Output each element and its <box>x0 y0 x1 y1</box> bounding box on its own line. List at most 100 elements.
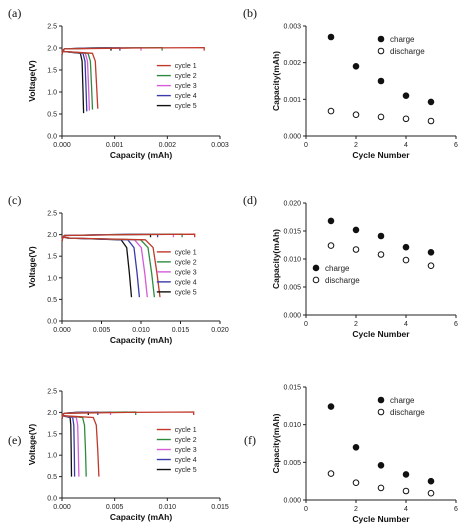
y-tick-label: 0.000 <box>283 313 301 320</box>
charge-point <box>402 92 410 99</box>
legend-label: charge <box>390 35 415 44</box>
y-tick-label: 0.0 <box>47 496 57 503</box>
x-tick-label: 0.000 <box>53 327 71 334</box>
legend-label: cycle 4 <box>175 279 197 286</box>
discharge-curve <box>61 414 73 477</box>
y-tick-label: 0.5 <box>47 112 57 119</box>
discharge-point <box>327 107 335 115</box>
charge-point <box>427 477 435 485</box>
y-axis-title: Capacity(mAh) <box>271 413 281 473</box>
legend-marker <box>377 396 385 404</box>
x-axis-title: Capacity (mAh) <box>110 512 173 522</box>
y-tick-label: 1.5 <box>47 68 57 75</box>
x-tick-label: 0.001 <box>106 142 124 149</box>
y-tick-label: 0.001 <box>283 97 301 104</box>
y-tick-label: 0.005 <box>283 285 301 292</box>
legend-label: charge <box>390 396 415 405</box>
legend-label: cycle 3 <box>175 83 197 90</box>
y-tick-label: 0.000 <box>283 134 301 141</box>
panel-label: (a) <box>8 6 21 20</box>
x-tick-label: 0.003 <box>211 142 229 149</box>
panel-a: 0.0 0.5 1.0 1.5 2.0 2.5 0.000 0.001 0.002 0.003 Ca… <box>8 6 229 160</box>
panel-label: (b) <box>243 6 257 20</box>
x-tick-label: 0.000 <box>53 504 71 511</box>
x-tick-label: 4 <box>404 321 408 328</box>
discharge-curve <box>61 236 161 298</box>
y-tick-label: 0.5 <box>47 297 57 304</box>
charge-point <box>377 232 385 240</box>
y-axis-title: Voltage(V) <box>27 246 37 288</box>
discharge-point <box>352 111 360 118</box>
discharge-point <box>402 487 410 495</box>
charge-point <box>377 462 385 469</box>
legend-marker <box>312 276 320 284</box>
y-tick-label: 0.002 <box>283 60 301 67</box>
x-tick-label: 0.000 <box>53 142 71 149</box>
charge-point <box>327 403 335 410</box>
panel-f: 0.000 0.005 0.010 0.015 0 2 4 6 Cycle Number Capa… <box>244 385 458 525</box>
discharge-point <box>427 262 435 270</box>
panel-c: 0.0 0.5 1.0 1.5 2.0 2.5 0.000 0.005 0.010 0.015 0.… <box>8 193 229 345</box>
y-tick-label: 0.015 <box>283 385 301 392</box>
discharge-point <box>377 251 385 258</box>
y-tick-label: 1.0 <box>47 275 57 282</box>
x-tick-label: 6 <box>454 142 458 149</box>
charge-point <box>427 249 435 256</box>
x-tick-label: 6 <box>454 506 458 513</box>
y-tick-label: 0.0 <box>47 319 57 326</box>
x-tick-label: 0.015 <box>211 504 229 511</box>
x-tick-label: 0.010 <box>132 327 150 334</box>
legend-label: cycle 2 <box>175 259 197 266</box>
discharge-point <box>377 484 385 492</box>
discharge-point <box>377 113 385 121</box>
legend-marker <box>312 264 320 272</box>
x-tick-label: 2 <box>354 506 358 513</box>
discharge-curve <box>61 236 133 298</box>
y-tick-label: 0.5 <box>47 474 57 481</box>
legend-label: discharge <box>325 276 360 285</box>
legend-label: cycle 4 <box>175 93 197 100</box>
legend-label: cycle 1 <box>175 249 197 256</box>
x-tick-label: 0 <box>304 142 308 149</box>
discharge-curve <box>61 49 85 114</box>
discharge-point <box>352 479 360 487</box>
y-axis-title: Voltage(V) <box>27 424 37 466</box>
y-tick-label: 2.5 <box>47 24 57 31</box>
x-tick-label: 4 <box>404 506 408 513</box>
legend-marker <box>377 47 385 55</box>
panel-label: (c) <box>8 193 21 207</box>
charge-point <box>352 444 360 451</box>
y-tick-label: 2.0 <box>47 232 57 239</box>
x-tick-label: 0.005 <box>106 504 124 511</box>
charge-point <box>352 63 360 70</box>
x-tick-label: 2 <box>354 321 358 328</box>
discharge-curve <box>61 414 76 477</box>
y-tick-label: 0.010 <box>283 257 301 264</box>
discharge-curve <box>61 236 148 298</box>
y-tick-label: 2.5 <box>47 389 57 396</box>
x-tick-label: 2 <box>354 142 358 149</box>
legend-label: cycle 4 <box>175 457 197 464</box>
y-tick-label: 2.5 <box>47 211 57 218</box>
y-axis-title: Capacity(mAh) <box>271 51 281 111</box>
x-tick-label: 6 <box>454 321 458 328</box>
discharge-curve <box>61 49 99 109</box>
panel-label: (e) <box>8 433 21 447</box>
charge-point <box>327 217 335 225</box>
x-tick-label: 0.020 <box>211 327 229 334</box>
legend-label: discharge <box>390 47 425 56</box>
charge-point <box>377 77 385 85</box>
x-axis-title: Cycle Number <box>352 150 410 160</box>
legend-marker <box>377 35 385 43</box>
discharge-point <box>352 246 360 253</box>
legend-label: cycle 5 <box>175 467 197 474</box>
y-tick-label: 2.0 <box>47 46 57 53</box>
x-tick-label: 0.005 <box>93 327 111 334</box>
x-tick-label: 0 <box>304 321 308 328</box>
panel-b: 0.000 0.001 0.002 0.003 0 2 4 6 Cycle Number Capa… <box>243 6 458 160</box>
charge-point <box>427 98 435 106</box>
charge-point <box>352 226 360 234</box>
legend-label: cycle 5 <box>175 103 197 110</box>
x-tick-label: 0 <box>304 506 308 513</box>
